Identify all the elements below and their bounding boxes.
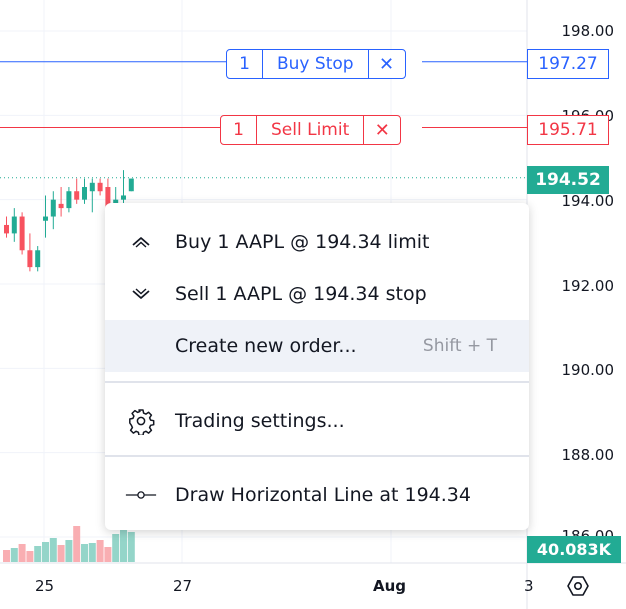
menu-item-label: Draw Horizontal Line at 194.34 bbox=[175, 484, 471, 506]
time-tick: 3 bbox=[524, 577, 534, 595]
horizontal-line-icon bbox=[125, 479, 157, 511]
volume-badge: 40.083K bbox=[527, 536, 621, 563]
volume-bar bbox=[81, 544, 88, 562]
candle-body bbox=[43, 216, 48, 221]
candle-body bbox=[35, 250, 41, 268]
menu-item-label: Create new order... bbox=[175, 335, 357, 357]
price-tick: 190.00 bbox=[561, 361, 615, 379]
sell-limit-price: 195.71 bbox=[527, 115, 609, 145]
volume-bar bbox=[49, 538, 57, 562]
candle-body bbox=[66, 191, 72, 209]
draw-horizontal-line-menu-item[interactable]: Draw Horizontal Line at 194.34 bbox=[105, 469, 529, 521]
volume-bar bbox=[96, 540, 104, 562]
time-tick: 27 bbox=[173, 577, 193, 595]
volume-bar bbox=[57, 545, 65, 562]
menu-divider bbox=[105, 381, 529, 383]
volume-bar bbox=[3, 550, 10, 562]
candle-body bbox=[58, 203, 64, 209]
menu-item-label: Buy 1 AAPL @ 194.34 limit bbox=[175, 231, 430, 253]
candle-body bbox=[89, 182, 95, 192]
trading-settings-menu-item[interactable]: Trading settings... bbox=[105, 395, 529, 447]
order-quantity[interactable]: 1 bbox=[227, 50, 263, 78]
hexagon-gear-icon bbox=[567, 576, 589, 596]
sell-stop-menu-item[interactable]: Sell 1 AAPL @ 194.34 stop bbox=[105, 268, 529, 320]
price-tick: 198.00 bbox=[561, 22, 615, 40]
last-price-badge: 194.52 bbox=[527, 166, 609, 194]
gear-icon bbox=[125, 405, 157, 437]
candle-body bbox=[19, 216, 25, 251]
menu-divider bbox=[105, 455, 529, 457]
buy-limit-menu-item[interactable]: Buy 1 AAPL @ 194.34 limit bbox=[105, 216, 529, 268]
volume-bar bbox=[112, 534, 120, 562]
context-menu[interactable]: Buy 1 AAPL @ 194.34 limit Sell 1 AAPL @ … bbox=[105, 203, 529, 530]
volume-bar bbox=[42, 542, 49, 562]
chevron-down-icon bbox=[125, 278, 157, 310]
buy-stop-order[interactable]: 1 Buy Stop ✕ bbox=[226, 49, 406, 79]
candle-body bbox=[50, 199, 56, 217]
candle-body bbox=[82, 187, 87, 200]
candle-body bbox=[4, 224, 9, 234]
candle-body bbox=[128, 178, 134, 192]
order-quantity[interactable]: 1 bbox=[221, 116, 257, 144]
volume-bar bbox=[10, 548, 18, 562]
price-tick: 192.00 bbox=[561, 277, 615, 295]
candle-body bbox=[74, 191, 80, 200]
time-tick: Aug bbox=[373, 577, 407, 595]
volume-bar bbox=[65, 540, 73, 562]
volume-bar bbox=[104, 547, 112, 562]
order-label[interactable]: Sell Limit bbox=[257, 116, 365, 144]
candle-body bbox=[105, 187, 111, 209]
close-icon[interactable]: ✕ bbox=[374, 119, 390, 141]
volume-bar bbox=[18, 544, 26, 562]
menu-item-shortcut: Shift + T bbox=[422, 336, 497, 356]
chart-settings-button[interactable] bbox=[560, 570, 596, 602]
buy-stop-price: 197.27 bbox=[527, 49, 609, 79]
candle-body bbox=[121, 195, 126, 200]
candle-body bbox=[11, 216, 17, 234]
volume-bar bbox=[26, 551, 34, 562]
menu-item-label: Sell 1 AAPL @ 194.34 stop bbox=[175, 283, 427, 305]
chevron-up-icon bbox=[125, 226, 157, 258]
candle-body bbox=[27, 250, 33, 268]
time-tick: 25 bbox=[35, 577, 55, 595]
volume-bar bbox=[73, 526, 81, 562]
candle-body bbox=[113, 199, 119, 204]
menu-item-label: Trading settings... bbox=[175, 410, 345, 432]
price-tick: 194.00 bbox=[561, 192, 615, 210]
volume-bar bbox=[120, 528, 127, 562]
price-tick: 188.00 bbox=[561, 446, 615, 464]
volume-bar bbox=[34, 546, 42, 562]
candle-body bbox=[97, 182, 103, 192]
order-label[interactable]: Buy Stop bbox=[263, 50, 369, 78]
volume-bar bbox=[127, 532, 135, 562]
close-icon[interactable]: ✕ bbox=[379, 53, 395, 75]
volume-bar bbox=[88, 543, 96, 562]
create-new-order-menu-item[interactable]: Create new order... Shift + T bbox=[105, 320, 529, 372]
sell-limit-order[interactable]: 1 Sell Limit ✕ bbox=[220, 115, 402, 145]
